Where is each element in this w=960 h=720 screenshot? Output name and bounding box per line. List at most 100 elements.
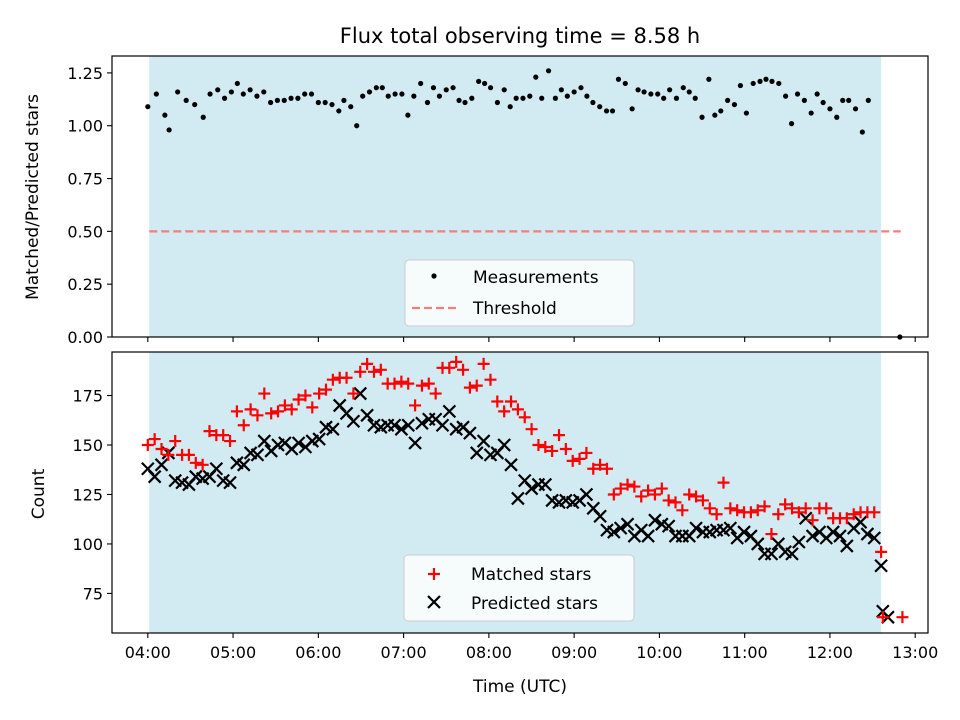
measurement-point	[584, 94, 589, 99]
x-tick-label: 06:00	[295, 643, 341, 662]
measurement-point	[641, 89, 646, 94]
measurement-point	[336, 108, 341, 113]
measurement-point	[667, 87, 672, 92]
x-tick-label: 07:00	[381, 643, 427, 662]
measurement-point	[623, 81, 628, 86]
measurement-point	[235, 81, 240, 86]
y-tick-label: 0.00	[67, 328, 103, 347]
measurement-point	[282, 98, 287, 103]
measurement-point	[456, 98, 461, 103]
top-legend: Measurements Threshold	[405, 260, 634, 326]
measurement-point	[354, 123, 359, 128]
measurement-point	[853, 106, 858, 111]
x-tick-label: 09:00	[551, 643, 597, 662]
measurement-point	[763, 77, 768, 82]
measurement-point	[514, 96, 519, 101]
y-tick-label: 175	[72, 387, 103, 406]
measurement-point	[329, 102, 334, 107]
measurement-point	[268, 100, 273, 105]
measurement-point	[744, 110, 749, 115]
measurement-point	[201, 115, 206, 120]
measurement-point	[215, 87, 220, 92]
y-tick-label: 100	[72, 535, 103, 554]
measurement-point	[380, 85, 385, 90]
measurement-point	[769, 79, 774, 84]
measurement-point	[248, 87, 253, 92]
y-tick-label: 1.00	[67, 117, 103, 136]
measurement-point	[795, 91, 800, 96]
measurement-point	[732, 102, 737, 107]
measurement-point	[789, 121, 794, 126]
measurement-point	[360, 94, 365, 99]
measurement-point	[261, 89, 266, 94]
measurement-point	[411, 94, 416, 99]
measurement-point	[476, 79, 481, 84]
measurement-point	[241, 91, 246, 96]
measurement-point	[687, 89, 692, 94]
x-tick-label: 10:00	[636, 643, 682, 662]
measurement-point	[866, 98, 871, 103]
measurement-point	[288, 96, 293, 101]
measurement-point	[635, 87, 640, 92]
measurement-point	[834, 115, 839, 120]
measurement-point	[295, 96, 300, 101]
measurement-point	[444, 87, 449, 92]
measurement-point	[590, 100, 595, 105]
measurement-point	[520, 96, 525, 101]
measurement-point	[488, 85, 493, 90]
measurement-point	[712, 113, 717, 118]
x-tick-label: 08:00	[466, 643, 512, 662]
chart-title: Flux total observing time = 8.58 h	[340, 24, 700, 48]
measurement-point	[405, 113, 410, 118]
measurement-point	[192, 102, 197, 107]
measurement-point	[738, 83, 743, 88]
y-tick-label: 0.25	[67, 275, 103, 294]
measurement-point	[508, 104, 513, 109]
measurement-point	[674, 96, 679, 101]
bottom-y-axis-label: Count	[29, 468, 49, 519]
measurement-point	[546, 68, 551, 73]
measurement-point	[693, 96, 698, 101]
measurement-point	[802, 98, 807, 103]
legend-matched-stars-label: Matched stars	[471, 565, 591, 585]
legend-predicted-stars-label: Predicted stars	[471, 594, 598, 614]
measurement-point	[222, 96, 227, 101]
measurement-point	[437, 94, 442, 99]
x-tick-label: 11:00	[722, 643, 768, 662]
measurement-point	[572, 89, 577, 94]
measurement-point	[207, 91, 212, 96]
measurement-point	[846, 98, 851, 103]
x-tick-label: 04:00	[125, 643, 171, 662]
measurement-point	[254, 94, 259, 99]
measurement-point	[431, 85, 436, 90]
measurement-point	[482, 81, 487, 86]
measurement-point	[502, 87, 507, 92]
measurement-point	[341, 98, 346, 103]
measurement-point	[553, 96, 558, 101]
measurement-point	[309, 91, 314, 96]
legend-threshold-label: Threshold	[472, 299, 557, 319]
measurement-point	[399, 91, 404, 96]
measurement-point	[578, 85, 583, 90]
measurement-point	[776, 81, 781, 86]
measurement-point	[275, 98, 280, 103]
measurement-point	[425, 100, 430, 105]
measurement-point	[184, 98, 189, 103]
figure: Flux total observing time = 8.58 h 0.00 0…	[0, 0, 960, 720]
legend-measurements-marker	[431, 273, 436, 278]
measurement-point	[821, 100, 826, 105]
measurement-point	[559, 87, 564, 92]
measurement-point	[418, 81, 423, 86]
measurement-point	[783, 94, 788, 99]
measurement-point	[681, 85, 686, 90]
measurement-point	[386, 94, 391, 99]
measurement-point	[757, 79, 762, 84]
measurement-point	[462, 100, 467, 105]
legend-measurements-label: Measurements	[473, 268, 599, 288]
measurement-point	[616, 77, 621, 82]
measurement-point	[533, 75, 538, 80]
y-tick-label: 0.50	[67, 222, 103, 241]
measurement-point	[630, 106, 635, 111]
measurement-point	[450, 85, 455, 90]
measurement-point	[229, 89, 234, 94]
